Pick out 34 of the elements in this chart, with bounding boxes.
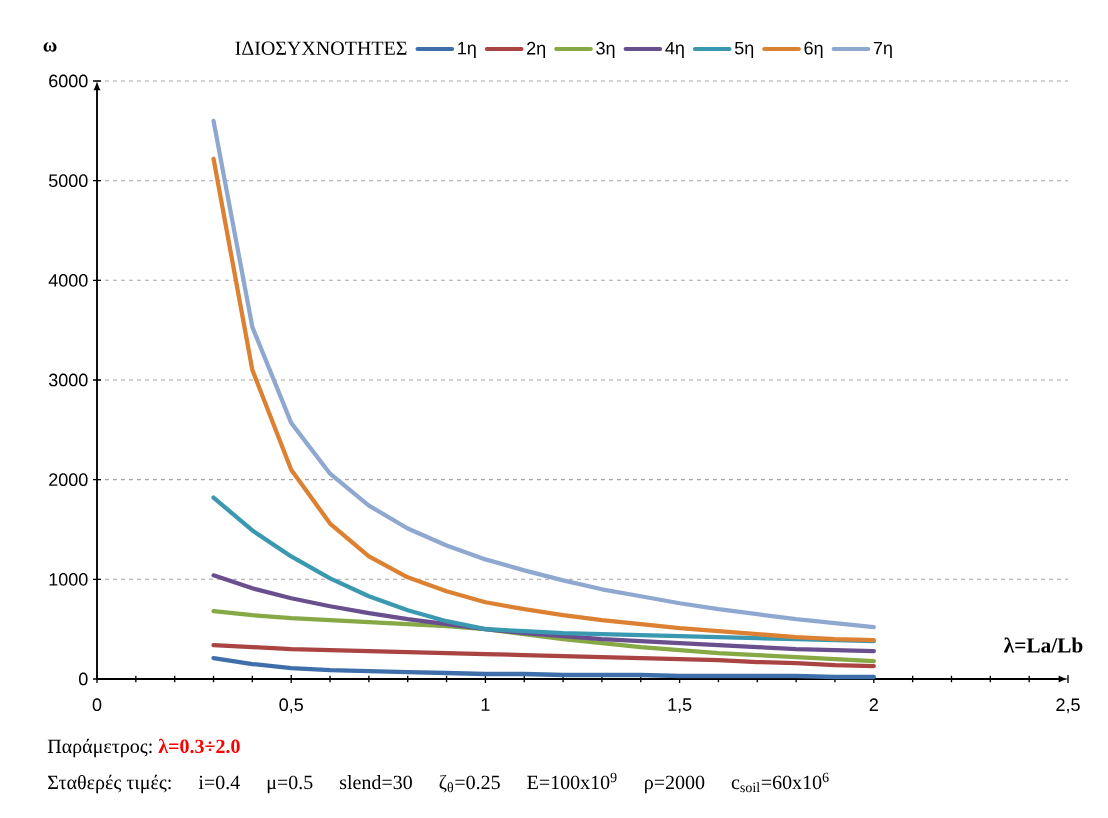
y-tick-label: 2000 [49,473,88,487]
y-axis-title: ω [43,42,57,52]
text: ρ=2000 [645,775,705,794]
text: Παράμετρος: [47,738,152,758]
legend-title: ΙΔΙΟΣΥΧΝΟΤΗΤΕΣ [235,41,407,55]
text: ζ$_{θ}$=0.25 [439,774,500,793]
legend-label: 2η [527,41,546,59]
x-tick-label: 0,5 [279,698,303,714]
text: λ=0.3÷2.0 [158,738,240,754]
x-tick-label: 1 [481,698,490,711]
text: E=100x10$^{9}$ [527,772,617,790]
line-series [211,642,876,669]
x-tick-label: 2 [869,698,878,711]
y-tick-label: 0 [79,672,88,686]
text: Σταθερές τιμές: [48,774,171,794]
legend-label: 3η [596,41,615,59]
legend-label: 6η [804,41,823,59]
y-tick-label: 4000 [48,273,88,287]
legend-label: 5η [734,41,754,59]
legend-label: 4η [665,41,684,59]
text: c$_{soil}$=60x10$^{6}$ [731,772,829,793]
text: slend=30 [340,775,412,790]
y-tick-label: 3000 [48,373,88,387]
y-tick-label: 6000 [49,74,88,88]
x-axis-title: λ=La/Lb [1003,637,1083,653]
legend-label: 1η [458,41,476,59]
y-tick-label: 1000 [49,572,88,586]
text: i=0.4 [198,775,240,790]
x-tick-label: 0 [92,698,102,712]
x-tick-label: 2,5 [1056,698,1080,714]
x-tick-label: 1,5 [668,698,692,714]
legend-label: 7η [873,41,892,59]
y-tick-label: 5000 [48,174,88,188]
text: μ=0.5 [267,775,313,794]
